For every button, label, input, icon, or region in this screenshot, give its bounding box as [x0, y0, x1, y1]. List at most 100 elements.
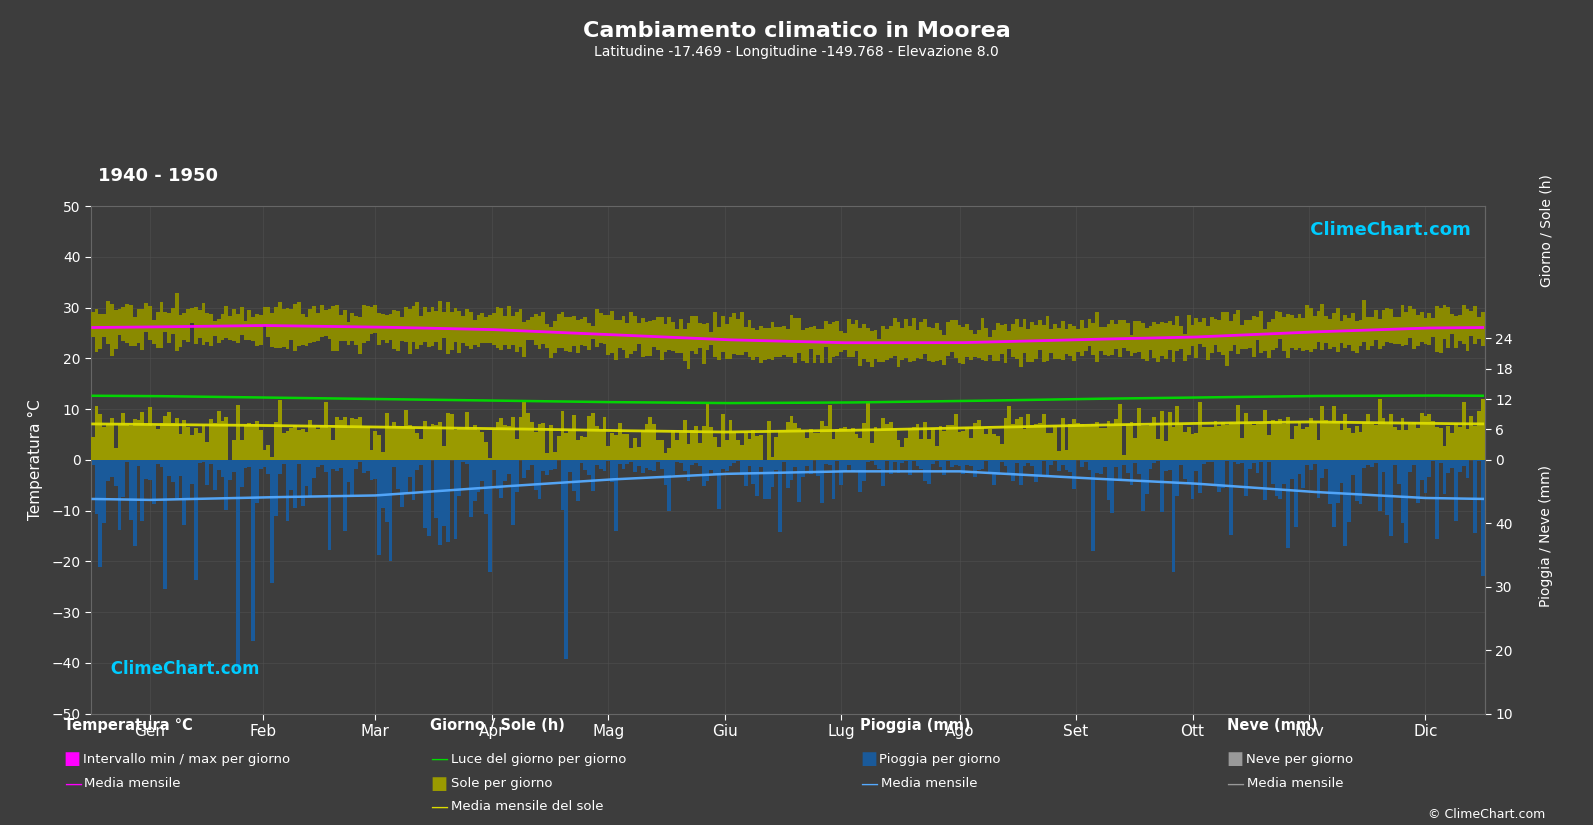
Bar: [94, 309, 99, 352]
Bar: [847, 460, 851, 464]
Bar: [178, 315, 183, 346]
Bar: [392, 460, 397, 467]
Bar: [1462, 403, 1466, 460]
Bar: [626, 460, 629, 464]
Bar: [416, 460, 419, 470]
Bar: [1392, 427, 1397, 460]
Bar: [656, 317, 660, 351]
Bar: [1061, 460, 1064, 465]
Bar: [217, 460, 221, 470]
Bar: [1110, 320, 1114, 356]
Bar: [878, 339, 881, 362]
Bar: [1176, 316, 1179, 351]
Bar: [782, 460, 785, 462]
Bar: [733, 314, 736, 354]
Text: Temperatura °C: Temperatura °C: [64, 718, 193, 733]
Bar: [381, 460, 386, 508]
Bar: [588, 323, 591, 351]
Bar: [290, 309, 293, 340]
Bar: [632, 317, 637, 351]
Text: Pioggia / Neve (mm): Pioggia / Neve (mm): [1539, 465, 1553, 607]
Bar: [1190, 325, 1195, 346]
Bar: [221, 460, 225, 478]
Bar: [389, 460, 392, 561]
Bar: [118, 309, 121, 336]
Bar: [618, 320, 621, 348]
Bar: [862, 422, 867, 460]
Text: Giorno / Sole (h): Giorno / Sole (h): [1539, 175, 1553, 287]
Bar: [930, 328, 935, 362]
Text: —: —: [860, 775, 878, 793]
Bar: [1477, 460, 1481, 461]
Bar: [706, 460, 709, 482]
Bar: [656, 460, 660, 462]
Bar: [613, 460, 618, 531]
Bar: [564, 318, 569, 351]
Bar: [1023, 428, 1026, 460]
Bar: [1241, 437, 1244, 460]
Bar: [1424, 460, 1427, 493]
Bar: [1012, 460, 1015, 481]
Bar: [1198, 402, 1203, 460]
Bar: [965, 460, 969, 465]
Bar: [252, 424, 255, 460]
Bar: [202, 426, 205, 460]
Bar: [1168, 321, 1171, 350]
Bar: [507, 305, 511, 349]
Bar: [793, 422, 796, 460]
Bar: [545, 453, 550, 460]
Bar: [870, 443, 873, 460]
Bar: [728, 317, 733, 360]
Bar: [741, 312, 744, 356]
Bar: [1348, 460, 1351, 521]
Bar: [1171, 325, 1176, 362]
Bar: [1187, 460, 1190, 483]
Bar: [1118, 460, 1121, 481]
Bar: [763, 328, 766, 360]
Bar: [277, 302, 282, 348]
Bar: [457, 312, 462, 353]
Text: Neve per giorno: Neve per giorno: [1246, 752, 1352, 766]
Bar: [564, 460, 569, 659]
Bar: [255, 460, 258, 502]
Bar: [629, 312, 632, 355]
Bar: [110, 460, 113, 477]
Bar: [416, 433, 419, 460]
Bar: [575, 441, 580, 460]
Bar: [159, 460, 164, 467]
Bar: [1214, 460, 1217, 483]
Bar: [449, 312, 454, 350]
Bar: [561, 460, 564, 510]
Bar: [675, 440, 679, 460]
Bar: [435, 460, 438, 518]
Bar: [1053, 324, 1058, 359]
Bar: [637, 460, 640, 466]
Bar: [438, 460, 443, 545]
Bar: [1075, 423, 1080, 460]
Bar: [1236, 404, 1241, 460]
Bar: [542, 312, 545, 344]
Bar: [801, 430, 804, 460]
Bar: [1454, 423, 1458, 460]
Bar: [323, 309, 328, 337]
Bar: [1045, 460, 1050, 477]
Bar: [252, 460, 255, 640]
Bar: [1107, 323, 1110, 356]
Bar: [271, 460, 274, 583]
Bar: [752, 430, 755, 460]
Bar: [175, 418, 178, 460]
Bar: [824, 321, 828, 347]
Bar: [897, 440, 900, 460]
Bar: [804, 438, 809, 460]
Bar: [304, 431, 309, 460]
Bar: [851, 428, 854, 460]
Bar: [816, 328, 820, 356]
Bar: [518, 309, 523, 347]
Bar: [1419, 412, 1424, 460]
Bar: [1072, 326, 1075, 361]
Bar: [435, 311, 438, 342]
Bar: [545, 323, 550, 348]
Bar: [1329, 319, 1332, 349]
Bar: [99, 414, 102, 460]
Bar: [1042, 414, 1045, 460]
